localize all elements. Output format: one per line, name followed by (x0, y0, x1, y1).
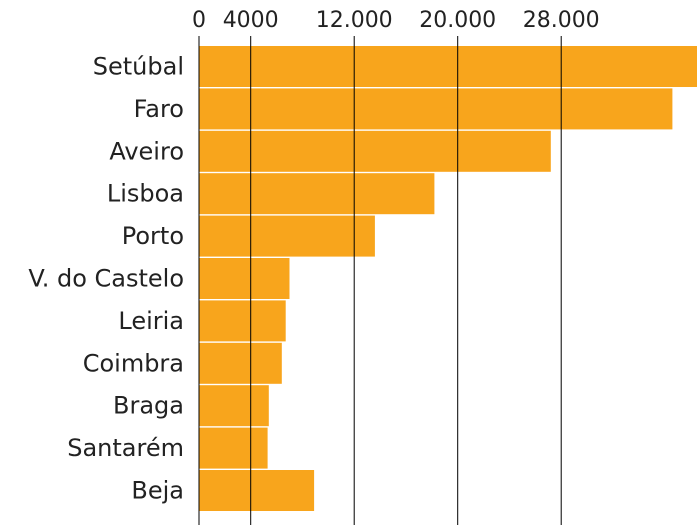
category-label-aveiro: Aveiro (109, 137, 184, 165)
bar-setubal (199, 46, 697, 87)
category-label-santarem: Santarém (67, 434, 184, 462)
x-tick-label-20000: 20.000 (419, 8, 496, 33)
category-label-setubal: Setúbal (93, 53, 184, 81)
bars-group (199, 46, 697, 511)
category-label-lisboa: Lisboa (107, 180, 184, 208)
x-tick-labels: 0 4000 12.000 20.000 28.000 (192, 8, 600, 33)
category-label-porto: Porto (122, 222, 184, 250)
bar-v-do-castelo (199, 258, 290, 299)
bar-faro (199, 88, 673, 130)
category-label-beja: Beja (131, 477, 184, 505)
bar-porto (199, 215, 375, 257)
category-label-leiria: Leiria (118, 307, 184, 335)
category-label-braga: Braga (113, 392, 184, 420)
category-label-v-do-castelo: V. do Castelo (28, 265, 184, 293)
category-label-faro: Faro (134, 95, 184, 123)
category-label-coimbra: Coimbra (83, 349, 184, 377)
x-tick-label-12000: 12.000 (316, 8, 393, 33)
grid-lines (198, 36, 562, 525)
bar-santarem (199, 427, 268, 469)
category-labels: Setúbal Faro Aveiro Lisboa Porto V. do Castel… (28, 53, 184, 505)
x-tick-label-0: 0 (192, 8, 206, 33)
bar-beja (199, 470, 315, 511)
x-tick-label-4000: 4000 (223, 8, 279, 33)
bar-braga (199, 385, 269, 427)
bar-aveiro (199, 130, 551, 172)
x-tick-label-28000: 28.000 (523, 8, 600, 33)
bar-lisboa (199, 173, 435, 215)
bar-coimbra (199, 342, 282, 384)
bar-leiria (199, 300, 286, 342)
